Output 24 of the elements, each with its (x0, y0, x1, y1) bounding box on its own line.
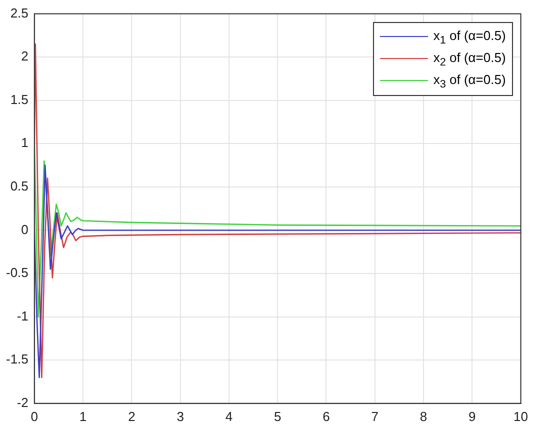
y-tick-label: -2 (16, 394, 28, 410)
y-tick-label: 2 (21, 48, 28, 64)
legend-label: x$_{2}$ of (α=0.5) (433, 50, 506, 68)
x-tick-label: 8 (420, 408, 428, 424)
y-tick-label: -1 (16, 308, 28, 324)
x-tick-label: 1 (79, 408, 87, 424)
x-tick-label: 4 (225, 408, 233, 424)
legend-label: x$_{1}$ of (α=0.5) (433, 28, 506, 46)
x-tick-label: 3 (176, 408, 184, 424)
x-tick-label: 2 (128, 408, 136, 424)
x-tick-label: 10 (514, 408, 528, 424)
x-tick-label: 0 (30, 408, 38, 424)
x-tick-label: 7 (371, 408, 378, 424)
legend-label: x$_{3}$ of (α=0.5) (433, 72, 506, 90)
x-tick-label: 9 (468, 408, 476, 424)
y-tick-label: -0.5 (6, 265, 28, 280)
y-tick-label: -1.5 (6, 352, 28, 367)
y-tick-label: 0 (21, 222, 28, 237)
x-tick-label: 5 (274, 408, 282, 424)
y-tick-label: 1.5 (10, 92, 28, 107)
x-tick-label: 6 (322, 408, 330, 424)
y-tick-label: 2.5 (10, 5, 28, 20)
y-tick-label: 0.5 (10, 178, 28, 194)
y-tick-label: 1 (21, 135, 28, 150)
